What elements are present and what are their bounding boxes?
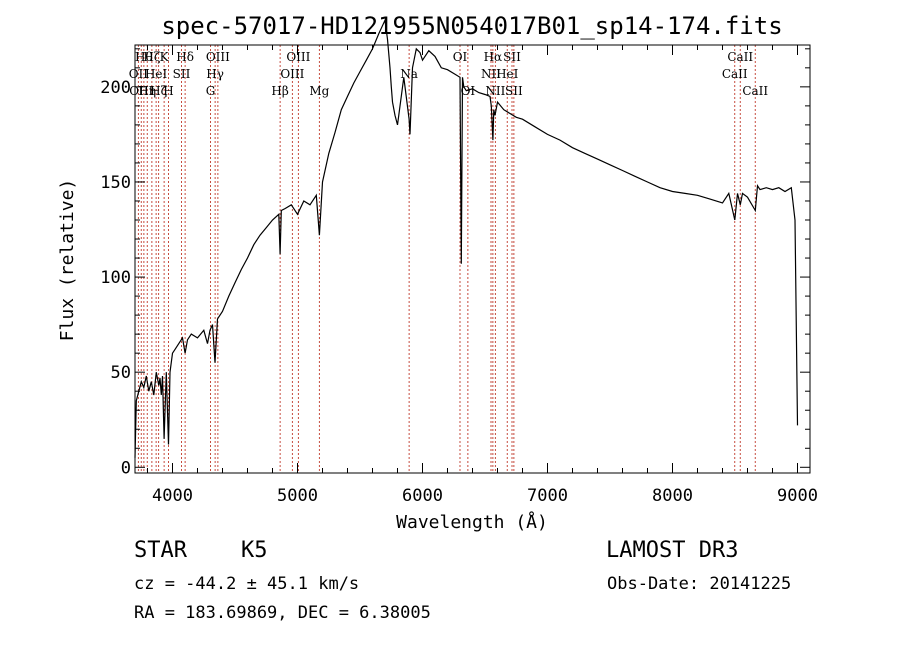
spectral-line-label: Hζ (150, 84, 167, 98)
x-axis-ticks: 4000 5000 6000 7000 8000 9000 (147, 45, 818, 506)
spectral-line-label: SII (505, 84, 523, 98)
x-tick-label: 7000 (527, 486, 568, 506)
spectral-line-label: H (163, 84, 173, 98)
observation-date: Obs-Date: 20141225 (607, 574, 792, 594)
coordinates: RA = 183.69869, DEC = 6.38005 (134, 603, 431, 623)
object-subclass: K5 (241, 538, 268, 563)
y-tick-label: 150 (100, 173, 131, 193)
y-axis-label: Flux (relative) (57, 179, 78, 342)
spectral-line-label: SII (173, 67, 191, 81)
spectral-line-label: NII (485, 84, 505, 98)
y-tick-label: 200 (100, 78, 131, 98)
spectral-line-label: CaII (727, 50, 753, 64)
spectral-line-label: Hα (484, 50, 503, 64)
spectral-line-label: Hδ (176, 50, 194, 64)
spectral-line-label: Mg (309, 84, 329, 98)
object-class: STAR (134, 538, 187, 563)
x-tick-label: 5000 (277, 486, 318, 506)
spectral-line-label: SII (503, 50, 521, 64)
spectral-line-label: CaII (722, 67, 748, 81)
spectral-line-markers (137, 45, 756, 473)
x-tick-label: 6000 (402, 486, 443, 506)
spectral-line-label: OI (453, 50, 468, 64)
y-tick-label: 100 (100, 268, 131, 288)
y-tick-label: 0 (121, 458, 131, 478)
spectral-line-label: OIII (286, 50, 310, 64)
spectral-line-label: OIII (280, 67, 304, 81)
spectral-line-label: Hβ (271, 84, 288, 98)
x-tick-label: 4000 (152, 486, 193, 506)
spectral-line-label: G (206, 84, 216, 98)
spectral-line-label: Hζ (143, 50, 160, 64)
spectral-line-label: HeI (496, 67, 519, 81)
spectral-line-label: OII (129, 67, 149, 81)
plot-frame (134, 44, 811, 474)
spectral-line-label: OIII (206, 50, 230, 64)
x-tick-label: 8000 (652, 486, 693, 506)
x-tick-label: 9000 (777, 486, 818, 506)
spectral-line-label: Hθ (135, 50, 153, 64)
flux-series-line (134, 18, 799, 458)
y-tick-label: 50 (111, 363, 131, 383)
spectral-line-label: Hη (138, 84, 156, 98)
chart-title: spec-57017-HD121955N054017B01_sp14-174.f… (161, 12, 782, 40)
spectral-line-labels: OIIOIIIHθHηHζHeIHζKHSIIHδGHγOIIIHβOIIIOI… (129, 50, 769, 98)
spectral-line-label: CaII (742, 84, 768, 98)
spectral-line-label: K (160, 50, 170, 64)
spectral-line-label: NII (481, 67, 501, 81)
x-axis-label: Wavelength (Å) (396, 511, 548, 533)
spectral-line-label: Hγ (206, 67, 224, 81)
y-axis-ticks: 0 50 100 150 200 (100, 48, 810, 478)
redshift-velocity: cz = -44.2 ± 45.1 km/s (134, 574, 360, 594)
spectral-line-label: Na (400, 67, 418, 81)
spectral-line-label: HeI (145, 67, 168, 81)
survey-name: LAMOST DR3 (606, 538, 739, 563)
